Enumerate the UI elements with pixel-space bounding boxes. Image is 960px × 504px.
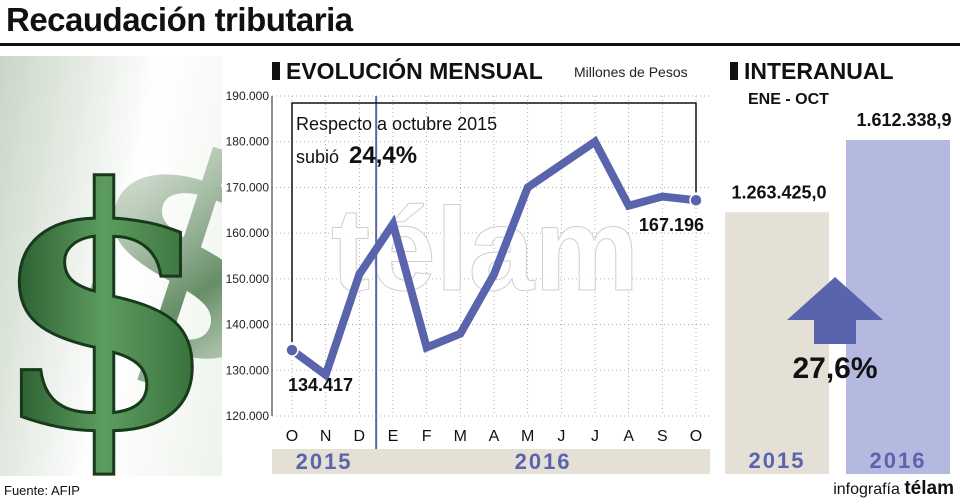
bar-2015 — [725, 212, 829, 474]
x-tick-label: M — [454, 428, 467, 445]
x-tick-label: A — [623, 428, 634, 445]
y-tick-label: 170.000 — [226, 180, 270, 194]
year-strip — [272, 449, 710, 474]
x-tick-label: J — [557, 428, 565, 445]
x-tick-label: S — [657, 428, 668, 445]
y-tick-label: 190.000 — [226, 89, 270, 103]
dollar-sign-icon: $ $ — [0, 70, 222, 476]
page-title: Recaudación tributaria — [6, 1, 353, 38]
annotation-box: Respecto a octubre 2015 subió 24,4% — [291, 102, 697, 343]
bar-category-label: 2016 — [870, 448, 927, 473]
y-tick-label: 150.000 — [226, 272, 270, 286]
yearly-period: ENE - OCT — [748, 91, 829, 108]
up-arrow-icon — [787, 277, 883, 344]
x-tick-label: O — [690, 428, 702, 445]
x-tick-label: A — [489, 428, 500, 445]
change-label: 27,6% — [792, 352, 877, 385]
monthly-heading: EVOLUCIÓN MENSUAL — [272, 58, 543, 84]
x-tick-label: M — [521, 428, 534, 445]
year-label: 2016 — [515, 449, 572, 474]
svg-text:$: $ — [0, 116, 220, 476]
plot-area — [272, 96, 710, 416]
source-note: Fuente: AFIP — [4, 483, 80, 498]
x-tick-label: E — [388, 428, 399, 445]
dollar-illustration: $ $ — [0, 56, 222, 476]
annotation-line1: Respecto a octubre 2015 — [296, 114, 497, 134]
annotation-value: 24,4% — [349, 142, 417, 169]
credit-prefix: infografía — [833, 481, 900, 498]
credit: infografía télam — [833, 478, 954, 500]
annotation-line2: subió 24,4% — [296, 142, 417, 169]
y-tick-label: 130.000 — [226, 363, 270, 377]
data-point — [285, 343, 299, 357]
y-tick-label: 180.000 — [226, 135, 270, 149]
bar-value-label: 1.612.338,9 — [856, 110, 951, 130]
data-point — [689, 193, 703, 207]
series-line — [289, 135, 697, 382]
bar-value-label: 1.263.425,0 — [731, 182, 826, 202]
year-label: 2015 — [296, 449, 353, 474]
yearly-heading: INTERANUAL — [730, 58, 894, 84]
annotation-bracket — [291, 102, 697, 343]
bar-category-label: 2015 — [749, 448, 806, 473]
y-tick-label: 120.000 — [226, 409, 270, 423]
y-tick-label: 140.000 — [226, 318, 270, 332]
credit-brand: télam — [904, 478, 954, 499]
title-rule — [0, 43, 960, 46]
data-label-first: 134.417 — [288, 375, 353, 395]
x-tick-label: F — [422, 428, 432, 445]
x-tick-label: D — [354, 428, 366, 445]
data-label-last: 167.196 — [639, 215, 704, 235]
units-label: Millones de Pesos — [574, 64, 688, 80]
annotation-prefix: subió — [296, 147, 339, 167]
x-tick-label: O — [286, 428, 298, 445]
x-tick-label: N — [320, 428, 332, 445]
x-tick-label: J — [591, 428, 599, 445]
y-tick-label: 160.000 — [226, 226, 270, 240]
